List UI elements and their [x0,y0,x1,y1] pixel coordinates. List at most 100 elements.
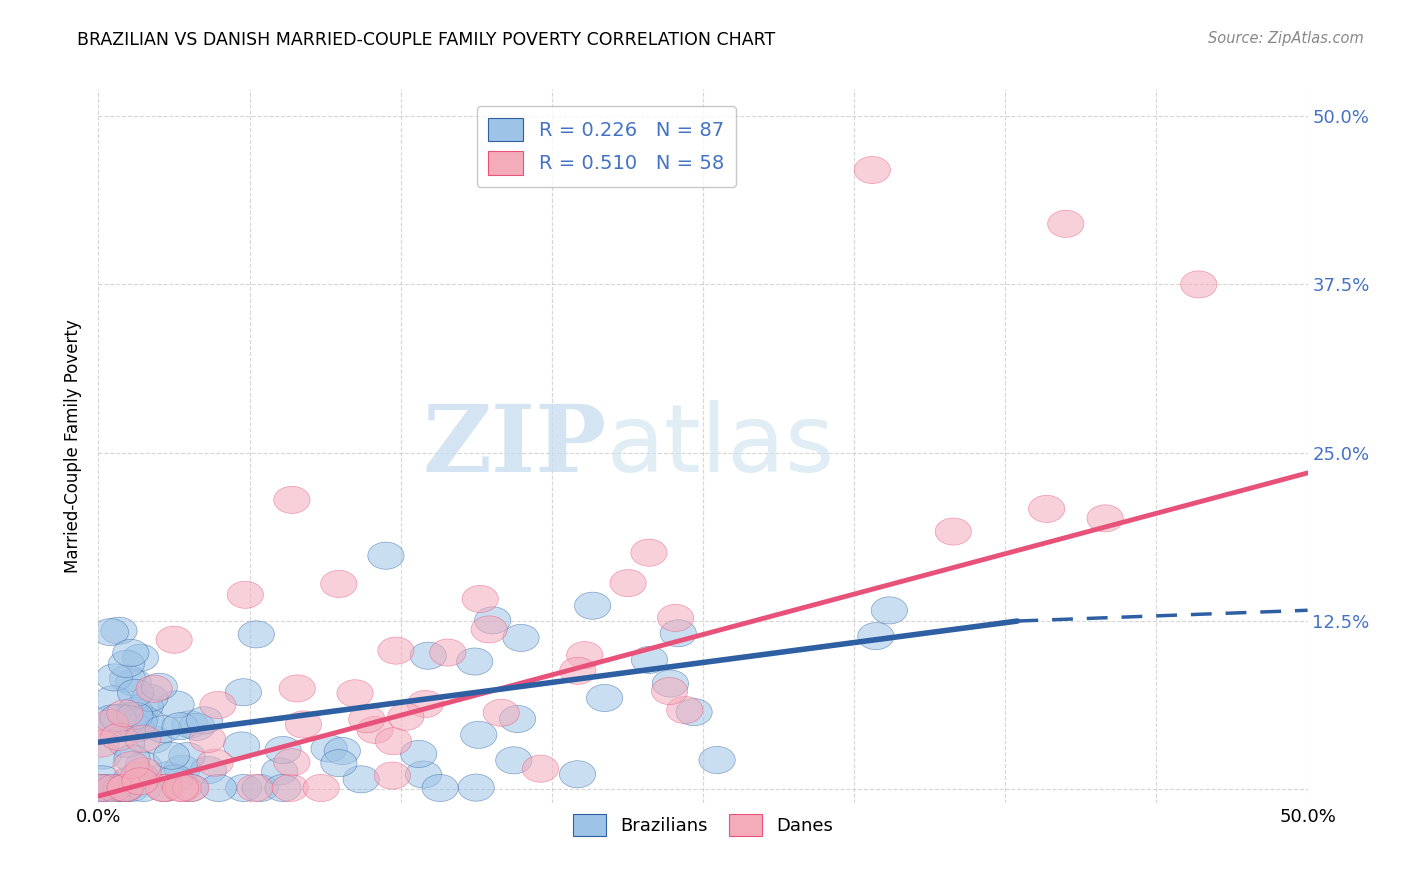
Ellipse shape [122,704,159,731]
Ellipse shape [117,698,153,724]
Ellipse shape [484,699,519,726]
Ellipse shape [401,740,437,767]
Ellipse shape [110,665,146,692]
Ellipse shape [163,774,198,802]
Ellipse shape [651,678,688,705]
Ellipse shape [91,710,128,737]
Ellipse shape [659,620,696,647]
Ellipse shape [136,675,173,702]
Ellipse shape [128,707,165,735]
Ellipse shape [262,758,298,785]
Ellipse shape [325,738,360,764]
Ellipse shape [103,774,139,802]
Text: Source: ZipAtlas.com: Source: ZipAtlas.com [1208,31,1364,46]
Ellipse shape [173,774,209,802]
Ellipse shape [378,637,413,665]
Ellipse shape [84,765,121,793]
Ellipse shape [224,732,260,759]
Ellipse shape [107,774,143,802]
Ellipse shape [120,763,156,790]
Ellipse shape [264,737,301,764]
Ellipse shape [94,705,131,732]
Ellipse shape [107,700,143,727]
Ellipse shape [280,675,315,702]
Ellipse shape [156,626,193,653]
Ellipse shape [118,680,153,706]
Ellipse shape [127,692,163,720]
Ellipse shape [935,518,972,545]
Ellipse shape [114,774,149,802]
Ellipse shape [374,762,411,789]
Ellipse shape [94,686,131,713]
Ellipse shape [560,761,596,788]
Ellipse shape [567,641,603,669]
Ellipse shape [125,752,162,779]
Ellipse shape [422,774,458,802]
Ellipse shape [357,716,394,743]
Ellipse shape [304,774,339,802]
Ellipse shape [96,664,132,691]
Ellipse shape [108,650,145,678]
Ellipse shape [169,742,205,770]
Ellipse shape [236,774,273,802]
Ellipse shape [157,764,194,792]
Ellipse shape [499,706,536,732]
Ellipse shape [83,774,120,802]
Ellipse shape [125,758,162,785]
Ellipse shape [264,774,301,802]
Ellipse shape [114,745,150,772]
Ellipse shape [201,774,236,802]
Ellipse shape [471,615,508,643]
Ellipse shape [108,731,145,757]
Ellipse shape [458,774,495,801]
Ellipse shape [658,605,693,632]
Ellipse shape [162,713,198,739]
Ellipse shape [197,749,233,776]
Ellipse shape [93,618,128,646]
Ellipse shape [285,711,322,738]
Ellipse shape [153,742,190,769]
Ellipse shape [388,703,423,731]
Ellipse shape [86,714,121,740]
Ellipse shape [122,644,159,672]
Ellipse shape [101,723,136,750]
Ellipse shape [575,592,610,619]
Ellipse shape [122,768,157,795]
Ellipse shape [112,766,149,794]
Ellipse shape [430,639,465,666]
Ellipse shape [145,715,181,743]
Y-axis label: Married-Couple Family Poverty: Married-Couple Family Poverty [65,319,83,573]
Ellipse shape [225,679,262,706]
Ellipse shape [141,673,177,700]
Ellipse shape [107,774,143,802]
Text: ZIP: ZIP [422,401,606,491]
Text: atlas: atlas [606,400,835,492]
Ellipse shape [190,725,226,753]
Ellipse shape [274,748,311,776]
Ellipse shape [274,486,311,514]
Ellipse shape [631,647,668,673]
Ellipse shape [503,624,538,651]
Ellipse shape [321,570,357,598]
Ellipse shape [238,621,274,648]
Ellipse shape [411,642,447,669]
Ellipse shape [89,774,125,802]
Ellipse shape [496,747,531,774]
Ellipse shape [408,690,443,717]
Ellipse shape [337,680,373,706]
Ellipse shape [666,697,703,723]
Ellipse shape [699,747,735,773]
Ellipse shape [855,156,890,184]
Ellipse shape [101,617,138,644]
Ellipse shape [610,569,647,597]
Ellipse shape [148,774,183,802]
Ellipse shape [560,657,596,684]
Ellipse shape [858,623,894,649]
Ellipse shape [190,756,226,784]
Ellipse shape [187,706,222,734]
Ellipse shape [631,539,666,566]
Ellipse shape [343,765,380,793]
Ellipse shape [165,756,201,782]
Ellipse shape [125,774,162,802]
Ellipse shape [228,582,263,608]
